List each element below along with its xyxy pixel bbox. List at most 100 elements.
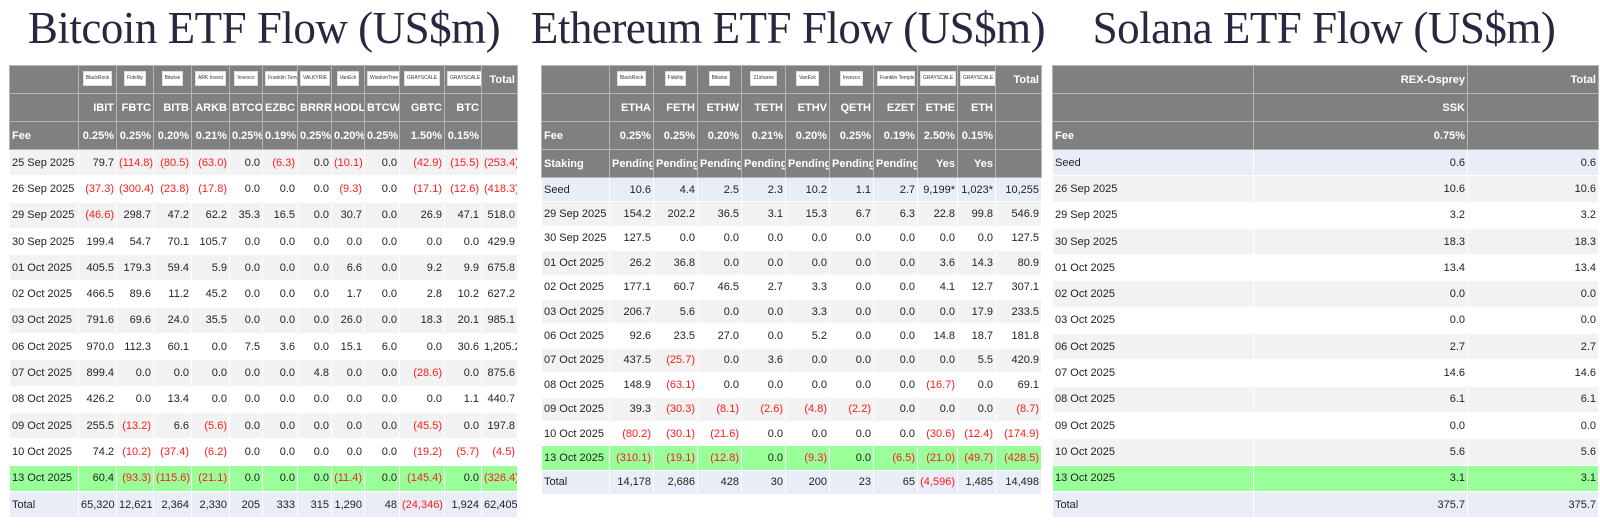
- flow-value: (45.5): [399, 411, 445, 440]
- issuer-logo-cell: BlackRock: [78, 65, 117, 94]
- flow-value: 0.0: [297, 280, 332, 308]
- header-blank: [541, 93, 610, 122]
- flow-value: 0.0: [829, 225, 874, 252]
- flow-value: 0.0: [297, 254, 332, 282]
- flow-value: 0.0: [116, 385, 154, 413]
- row-label: 09 Oct 2025: [9, 411, 79, 440]
- flow-value: 466.5: [78, 280, 117, 308]
- flow-value: (6.3): [262, 148, 298, 177]
- flow-value: 3.1: [741, 201, 786, 227]
- row-label: 29 Sep 2025: [9, 201, 79, 229]
- flow-value: 5.2: [785, 323, 830, 349]
- row-total: 5.6: [1467, 438, 1599, 466]
- flow-value: (2.2): [829, 396, 874, 422]
- flow-row: 29 Sep 2025 (46.6) 298.7 47.2 62.2 35.3 16.5 0.…: [9, 201, 518, 229]
- header-blank: [995, 93, 1042, 122]
- flow-value: 105.7: [191, 227, 230, 256]
- flow-value: 0.0: [297, 438, 332, 466]
- flow-value: 30.7: [331, 201, 365, 229]
- flow-value: 2.8: [399, 280, 445, 308]
- ticker-bitb: BITB: [153, 93, 192, 122]
- flow-row: 06 Oct 2025 92.6 23.5 27.0 0.0 5.2 0.0 0.0 14.8 1…: [541, 323, 1042, 349]
- flow-value: 60.7: [653, 274, 698, 300]
- flow-row: 09 Oct 2025 255.5 (13.2) 6.6 (5.6) 0.0 0.0 0.0 0…: [9, 411, 518, 440]
- flow-value: 0.0: [229, 306, 263, 335]
- row-label: 03 Oct 2025: [1052, 306, 1254, 335]
- flow-value: 9.2: [399, 254, 445, 282]
- flow-value: 154.2: [609, 201, 654, 227]
- row-total: 627.2: [481, 280, 518, 308]
- flow-value: (49.7): [957, 445, 996, 471]
- ticker-fbtc: FBTC: [116, 93, 154, 122]
- flow-row: 02 Oct 2025 466.5 89.6 11.2 45.2 0.0 0.0 0.0 1.7…: [9, 280, 518, 308]
- flow-value: 0.0: [364, 201, 400, 229]
- flow-value: 0.0: [829, 323, 874, 349]
- flow-value: 0.0: [1253, 280, 1468, 308]
- flow-value: 0.0: [917, 347, 958, 374]
- flow-row: 26 Sep 2025 (37.3) (300.4) (23.8) (17.8) 0.0 0…: [9, 175, 518, 203]
- row-total: 197.8: [481, 411, 518, 440]
- flow-value: 199.4: [78, 227, 117, 256]
- flow-value: (19.1): [653, 445, 698, 471]
- flow-value: 4.1: [917, 274, 958, 300]
- flow-value: 6.1: [1253, 385, 1468, 413]
- flow-row: 07 Oct 2025 899.4 0.0 0.0 0.0 0.0 0.0 4.8 0.0 0.0…: [9, 359, 518, 387]
- flow-value: 0.0: [399, 333, 445, 361]
- flow-value: (63.0): [191, 148, 230, 177]
- flow-row: 26 Sep 2025 10.6 10.6: [1052, 175, 1599, 203]
- row-total: 62,405: [481, 490, 518, 519]
- row-label: 29 Sep 2025: [1052, 201, 1254, 229]
- row-total: 440.7: [481, 385, 518, 413]
- flow-value: 0.0: [873, 347, 918, 374]
- row-label: 03 Oct 2025: [541, 298, 610, 325]
- flow-value: 3.6: [741, 347, 786, 374]
- row-label: Seed: [541, 176, 610, 203]
- flow-value: 60.4: [78, 464, 117, 492]
- row-label: 08 Oct 2025: [1052, 385, 1254, 413]
- flow-value: 39.3: [609, 396, 654, 422]
- flow-value: (25.7): [653, 347, 698, 374]
- row-label: 30 Sep 2025: [9, 227, 79, 256]
- flow-value: 0.6: [1253, 148, 1468, 177]
- flow-value: (24,346): [399, 490, 445, 519]
- fee-value: 0.25%: [78, 121, 117, 150]
- flow-value: 0.0: [829, 250, 874, 276]
- issuer-logo-icon: VanEck: [336, 70, 360, 86]
- row-label: 06 Oct 2025: [9, 333, 79, 361]
- staking-status: Pending: [741, 149, 786, 178]
- issuer-logo-cell: BlackRock: [609, 65, 654, 94]
- flow-value: 4.4: [653, 176, 698, 203]
- flow-value: 0.0: [364, 280, 400, 308]
- fee-value: 0.25%: [829, 121, 874, 150]
- flow-value: 0.0: [444, 464, 482, 492]
- flow-value: 0.0: [229, 254, 263, 282]
- header-blank: [9, 65, 79, 94]
- flow-value: 0.0: [697, 298, 742, 325]
- panel-title: Bitcoin ETF Flow (US$m): [27, 3, 501, 53]
- flow-value: 36.5: [697, 201, 742, 227]
- flow-row: 07 Oct 2025 14.6 14.6: [1052, 359, 1599, 387]
- flow-value: 20.1: [444, 306, 482, 335]
- flow-value: 0.0: [297, 227, 332, 256]
- total-row: Total 14,178 2,686 428 30 200 23 65 (4,596) 1,485…: [541, 469, 1042, 496]
- issuer-logo-cell: Invesco: [829, 65, 874, 94]
- flow-value: 1.1: [444, 385, 482, 413]
- flow-value: (5.6): [191, 411, 230, 440]
- flow-value: 12.7: [957, 274, 996, 300]
- flow-value: 1.1: [829, 176, 874, 203]
- flow-value: 0.0: [873, 420, 918, 447]
- fee-value: 2.50%: [917, 121, 958, 150]
- flow-value: (13.2): [116, 411, 154, 440]
- flow-value: (12.6): [444, 175, 482, 203]
- flow-value: 1,924: [444, 490, 482, 519]
- flow-value: 0.0: [331, 411, 365, 440]
- flow-value: 0.0: [229, 227, 263, 256]
- flow-value: 0.0: [191, 385, 230, 413]
- flow-row: 08 Oct 2025 426.2 0.0 13.4 0.0 0.0 0.0 0.0 0.0 0.…: [9, 385, 518, 413]
- row-label: 03 Oct 2025: [9, 306, 79, 335]
- flow-value: 0.0: [262, 438, 298, 466]
- flow-value: 0.0: [262, 280, 298, 308]
- flow-row: 10 Oct 2025 (80.2) (30.1) (21.6) 0.0 0.0 0.0 0.…: [541, 420, 1042, 447]
- row-label: 06 Oct 2025: [541, 323, 610, 349]
- row-label: Seed: [1052, 148, 1254, 177]
